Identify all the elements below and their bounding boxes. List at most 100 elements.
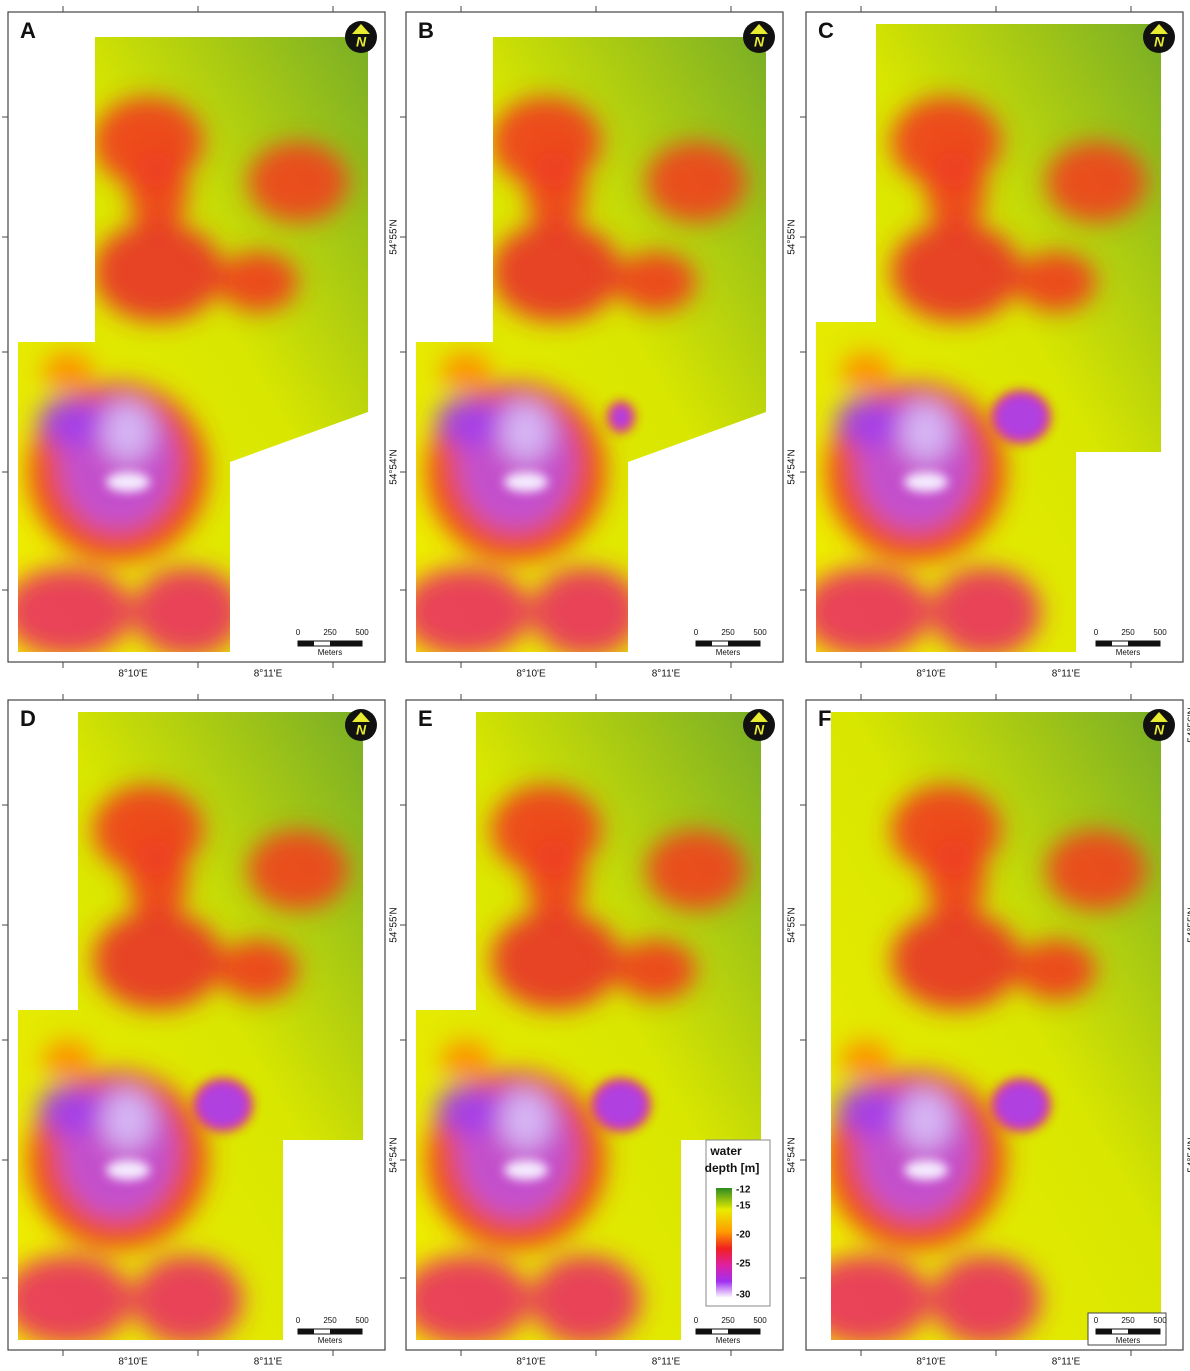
- depression: [248, 142, 348, 222]
- depression: [841, 1040, 891, 1080]
- legend-tick: -12: [736, 1185, 751, 1196]
- depression: [401, 567, 531, 657]
- pit-core: [504, 472, 548, 492]
- panel-label: B: [418, 18, 434, 43]
- scale-bar-fill: [298, 1329, 314, 1334]
- depression: [491, 222, 621, 322]
- depression: [436, 1085, 496, 1135]
- depression: [1046, 830, 1146, 910]
- legend-title: water: [709, 1144, 742, 1158]
- scale-bar-fill: [728, 641, 760, 646]
- scale-tick: 0: [296, 1316, 301, 1325]
- pit-core: [106, 472, 150, 492]
- depression: [441, 1040, 491, 1080]
- depression: [1016, 252, 1096, 312]
- map-panel: FN0250500Meters8°10'E8°11'E54°56'N54°55'…: [800, 694, 1190, 1368]
- depression: [128, 840, 188, 920]
- scale-bar-fill: [696, 1329, 712, 1334]
- depression: [836, 397, 896, 447]
- scale-bar-fill: [298, 641, 314, 646]
- depression: [901, 1090, 951, 1150]
- scale-tick: 500: [753, 1316, 767, 1325]
- longitude-label: 8°11'E: [1052, 669, 1081, 680]
- scale-bar-fill: [1128, 641, 1160, 646]
- depression: [891, 910, 1021, 1010]
- depression: [218, 940, 298, 1000]
- panel-label: D: [20, 706, 36, 731]
- scale-tick: 0: [296, 628, 301, 637]
- scale-bar-fill: [728, 1329, 760, 1334]
- depression: [248, 830, 348, 910]
- scale-unit: Meters: [318, 1336, 342, 1345]
- depression: [526, 840, 586, 920]
- depression: [531, 1255, 641, 1345]
- latitude-label: 54°55'N: [787, 219, 798, 254]
- latitude-label: 54°54'N: [787, 449, 798, 484]
- scale-unit: Meters: [716, 648, 740, 657]
- pit-core: [504, 1160, 548, 1180]
- scale-tick: 500: [355, 1316, 369, 1325]
- scale-bar-fill: [330, 1329, 362, 1334]
- scale-tick: 250: [323, 1316, 337, 1325]
- scale-bar-fill: [1096, 641, 1112, 646]
- scale-bar-fill: [330, 641, 362, 646]
- latitude-label: 54°54'N: [787, 1137, 798, 1172]
- legend-colorbar: [716, 1188, 732, 1298]
- longitude-label: 8°10'E: [118, 669, 148, 680]
- scale-tick: 250: [1121, 1316, 1135, 1325]
- scale-bar-fill: [1128, 1329, 1160, 1334]
- depression: [616, 252, 696, 312]
- panel-label: C: [818, 18, 834, 43]
- north-label: N: [1154, 722, 1165, 738]
- scale-tick: 500: [355, 628, 369, 637]
- legend-tick: -15: [736, 1201, 751, 1212]
- depression: [441, 352, 491, 392]
- latitude-label: 54°55'N: [1187, 907, 1190, 942]
- depression: [901, 402, 951, 462]
- pit: [593, 1080, 649, 1130]
- depression: [531, 567, 641, 657]
- depression: [931, 567, 1041, 657]
- scale-tick: 0: [694, 628, 699, 637]
- depression: [93, 910, 223, 1010]
- panel-label: E: [418, 706, 433, 731]
- longitude-label: 8°11'E: [254, 1357, 283, 1368]
- scale-tick: 500: [1153, 1316, 1167, 1325]
- depression: [1046, 142, 1146, 222]
- panel-label: A: [20, 18, 36, 43]
- depression: [103, 402, 153, 462]
- depression: [646, 142, 746, 222]
- scale-tick: 250: [721, 1316, 735, 1325]
- scale-tick: 0: [1094, 1316, 1099, 1325]
- depression: [931, 1255, 1041, 1345]
- seafloor: [806, 700, 1183, 1350]
- north-label: N: [356, 34, 367, 50]
- depression: [436, 397, 496, 447]
- depression: [491, 910, 621, 1010]
- depression: [841, 352, 891, 392]
- legend-title: depth [m]: [705, 1161, 760, 1175]
- legend-tick: -30: [736, 1290, 751, 1301]
- scale-tick: 0: [694, 1316, 699, 1325]
- longitude-label: 8°10'E: [916, 669, 946, 680]
- depression: [218, 252, 298, 312]
- latitude-label: 54°55'N: [787, 907, 798, 942]
- figure: A N 0 250 500 Meters 8°10'E 8°11'E 54°55'N 54°54'…: [0, 0, 1190, 1371]
- panel-label: F: [818, 706, 831, 731]
- depression: [3, 567, 133, 657]
- scale-unit: Meters: [1116, 648, 1140, 657]
- scale-tick: 250: [721, 628, 735, 637]
- depression: [133, 567, 243, 657]
- north-label: N: [754, 34, 765, 50]
- latitude-label: 54°54'N: [389, 449, 400, 484]
- latitude-label: 54°54'N: [389, 1137, 400, 1172]
- depression: [38, 397, 98, 447]
- depression: [891, 222, 1021, 322]
- north-label: N: [754, 722, 765, 738]
- scale-bar-fill: [1096, 1329, 1112, 1334]
- depression: [3, 1255, 133, 1345]
